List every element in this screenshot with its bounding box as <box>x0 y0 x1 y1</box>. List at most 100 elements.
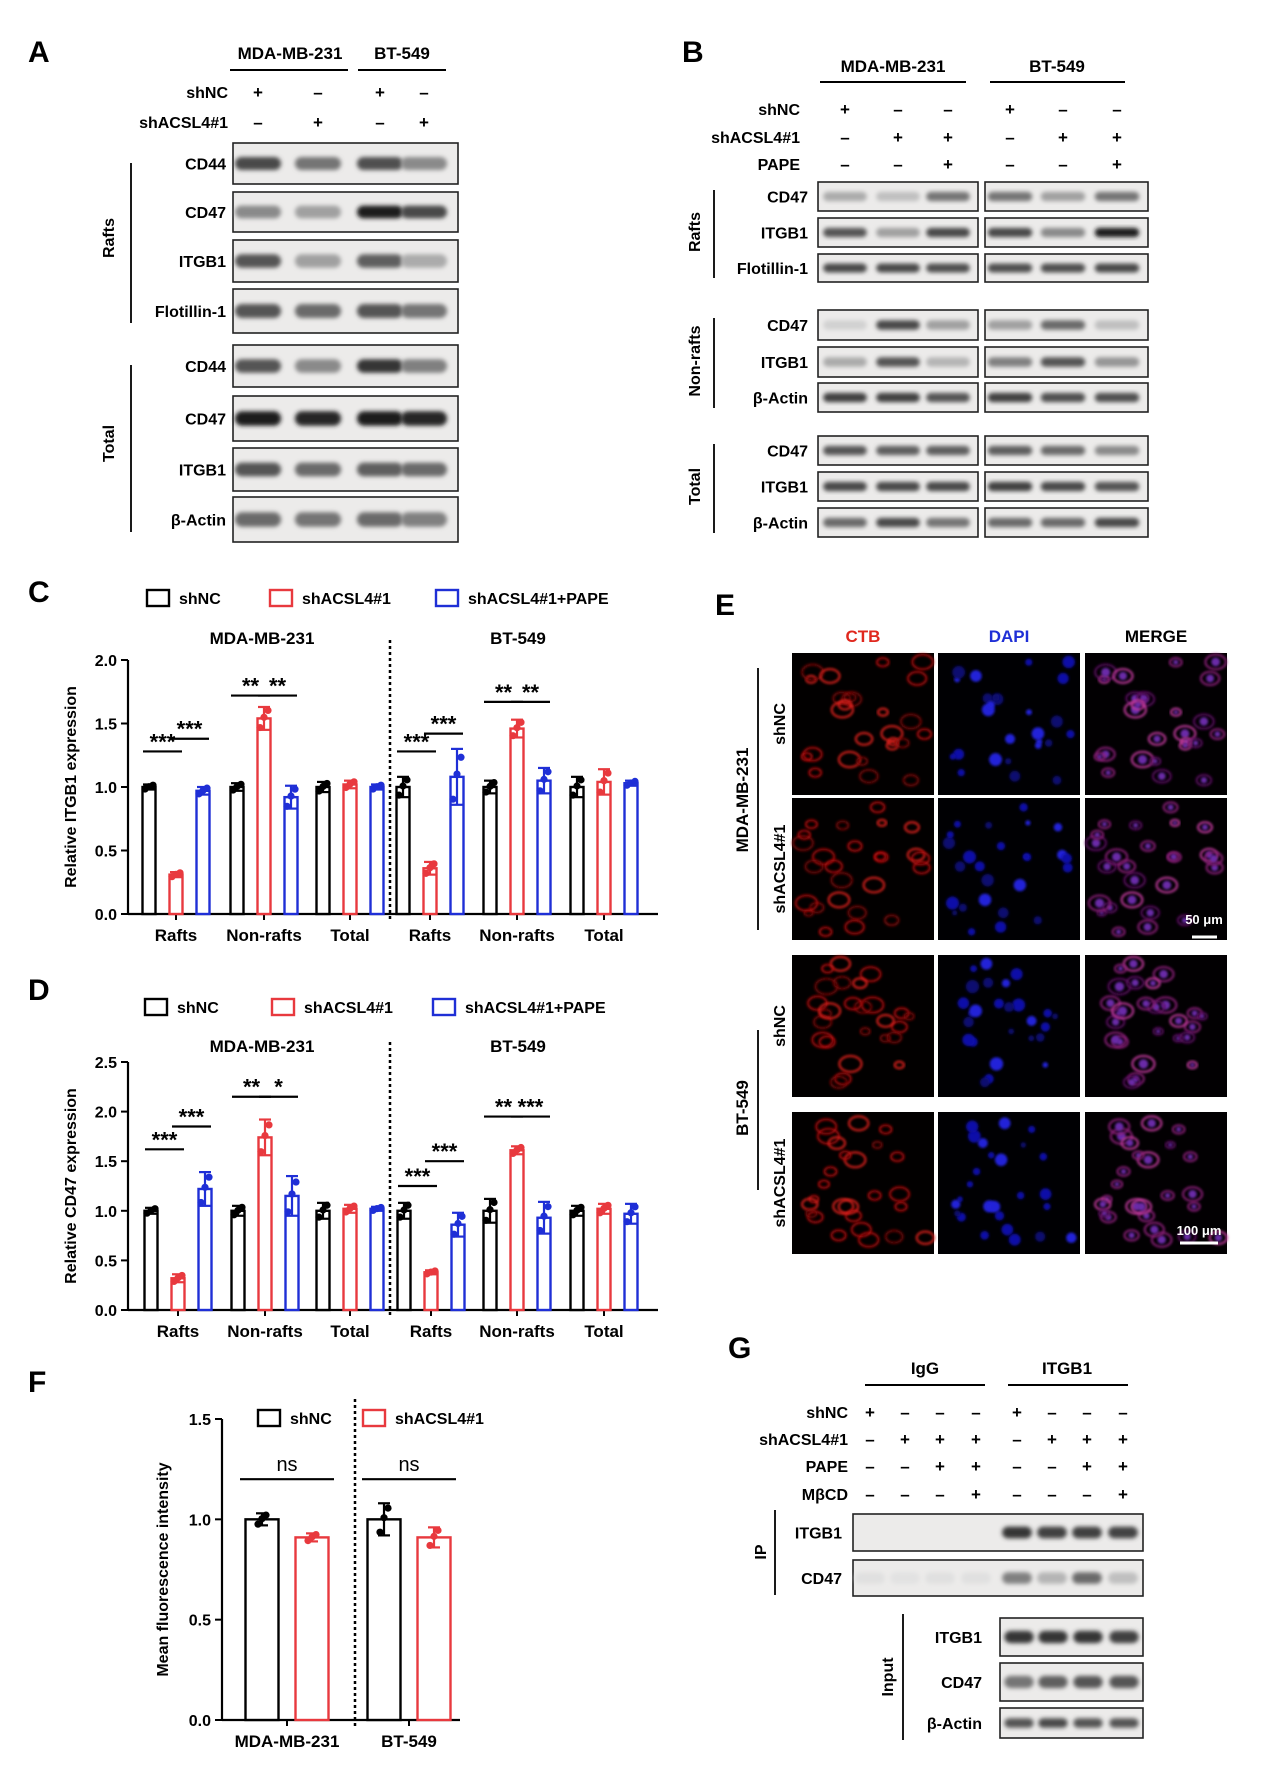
y-tick-label: 1.5 <box>95 1154 117 1171</box>
condition-sign: – <box>865 1485 874 1504</box>
blot-band <box>294 156 342 171</box>
data-point <box>449 795 457 803</box>
data-point <box>315 1213 323 1221</box>
group-label: IgG <box>911 1359 939 1378</box>
condition-label: shNC <box>806 1405 848 1422</box>
blot-band <box>1040 392 1086 403</box>
blot-band <box>961 1572 991 1584</box>
blot-row <box>984 471 1149 502</box>
blot-band <box>823 191 867 202</box>
x-tick-label: Non-rafts <box>227 1322 303 1341</box>
legend-swatch <box>268 588 294 608</box>
bar <box>569 785 585 916</box>
condition-sign: + <box>1118 1457 1128 1476</box>
data-point <box>261 1132 269 1140</box>
condition-sign: + <box>313 113 323 132</box>
data-point <box>399 782 407 790</box>
condition-sign: – <box>1005 128 1014 147</box>
bar <box>396 1209 412 1312</box>
condition-sign: – <box>893 155 902 174</box>
condition-sign: + <box>971 1485 981 1504</box>
data-point <box>403 776 411 784</box>
group-label: Total <box>101 425 118 462</box>
x-tick-label: MDA-MB-231 <box>235 1732 340 1751</box>
band-label: CD47 <box>185 412 226 429</box>
band-label: β-Actin <box>171 513 226 530</box>
bar <box>623 781 639 916</box>
panel-letter-g: G <box>728 1332 751 1365</box>
blot-band <box>1040 445 1086 456</box>
blot-band <box>1072 1526 1102 1539</box>
bar <box>315 785 331 916</box>
blot-band <box>823 481 867 492</box>
blot-row <box>817 435 979 466</box>
blot-band <box>876 517 920 528</box>
bar <box>482 785 498 916</box>
blot-band <box>1094 191 1140 202</box>
bar <box>195 789 211 916</box>
condition-sign: – <box>935 1403 944 1422</box>
blot-band <box>356 254 404 268</box>
condition-sign: – <box>840 128 849 147</box>
group-label: Rafts <box>101 218 118 258</box>
data-point <box>350 1202 358 1210</box>
bar <box>369 1207 385 1312</box>
data-point <box>431 1267 439 1275</box>
bar <box>141 785 157 916</box>
micrograph-tile <box>792 955 934 1097</box>
cell-line-label: BT-549 <box>490 1037 546 1056</box>
blot-band <box>356 359 404 373</box>
band-label: CD44 <box>185 157 226 174</box>
data-point <box>544 768 552 776</box>
y-axis-label: Mean fluorescence intensity <box>155 1462 172 1676</box>
blot-band <box>1038 1630 1068 1644</box>
blot-band <box>876 191 920 202</box>
blot-band <box>1040 191 1086 202</box>
data-point <box>426 1541 434 1550</box>
condition-sign: – <box>1005 155 1014 174</box>
band-label: β-Actin <box>753 391 808 408</box>
data-point <box>283 802 291 810</box>
scale-bar-label: 100 μm <box>1177 1223 1222 1238</box>
data-point <box>203 784 211 792</box>
blot-band <box>234 411 282 426</box>
blot-band <box>926 357 970 367</box>
blot-row <box>852 1559 1144 1597</box>
micrograph-tile <box>1085 653 1227 795</box>
blot-band <box>926 481 970 492</box>
blot-band <box>890 1572 920 1584</box>
data-point <box>490 1198 498 1207</box>
channel-label: CTB <box>846 627 881 646</box>
bar <box>257 1136 273 1312</box>
blot-row <box>817 181 979 212</box>
channel-label: MERGE <box>1125 627 1187 646</box>
data-point <box>430 860 438 868</box>
microscopy-panel-e: CTB DAPI MERGE shNC shACSL4#1 shNC shACSL4#1 MD… <box>733 627 1228 1254</box>
data-point <box>513 724 521 732</box>
cell-line-label: MDA-MB-231 <box>238 44 343 63</box>
blot-band <box>987 392 1033 403</box>
data-point <box>256 723 264 732</box>
bar-chart-fluorescence: shNC shACSL4#1 0.0 0.5 1.0 1.5 Mean fluorescen… <box>155 1399 484 1751</box>
blot-band <box>400 205 448 219</box>
blot-band <box>1002 1572 1032 1584</box>
condition-sign: – <box>1112 100 1121 119</box>
data-point <box>434 1526 442 1534</box>
blot-band <box>925 1572 955 1584</box>
blot-row <box>999 1707 1144 1739</box>
data-point <box>631 777 639 786</box>
blot-row <box>984 181 1149 212</box>
blot-band <box>926 517 970 528</box>
condition-sign: – <box>935 1485 944 1504</box>
data-point <box>238 1203 246 1211</box>
data-point <box>178 1271 186 1280</box>
blot-row <box>817 471 979 502</box>
western-blot-panel-b: MDA-MB-231 BT-549 shNC + – – + – – shACSL4#1 – + + – +… <box>687 57 1149 538</box>
data-point <box>323 779 331 788</box>
blot-band <box>294 462 342 477</box>
micrograph-tile <box>1084 798 1227 940</box>
bar <box>366 1518 402 1722</box>
condition-label: shACSL4#1 <box>772 1138 789 1227</box>
condition-sign: – <box>900 1457 909 1476</box>
